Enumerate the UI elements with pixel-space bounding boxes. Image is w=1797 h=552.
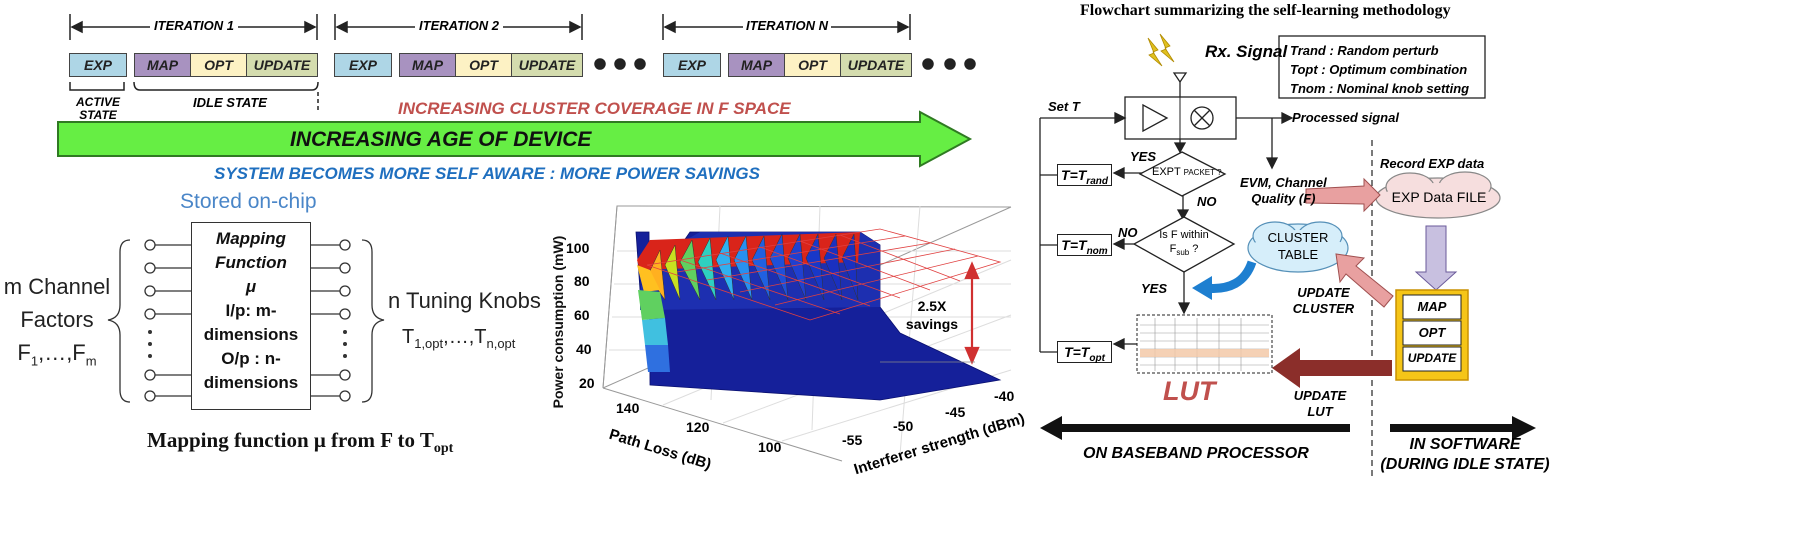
update-block: UPDATE bbox=[246, 53, 318, 77]
idle-state-label: IDLE STATE bbox=[193, 95, 267, 110]
mapping-connectors bbox=[107, 239, 385, 403]
box-line: Function bbox=[215, 253, 287, 272]
map-block: MAP bbox=[728, 53, 785, 77]
opt-block: OPT bbox=[455, 53, 512, 77]
z-tick: 60 bbox=[574, 307, 590, 323]
cluster-table: CLUSTER TABLE bbox=[1267, 230, 1329, 262]
record-exp-label: Record EXP data bbox=[1380, 156, 1485, 171]
z-tick: 20 bbox=[579, 375, 595, 391]
interferer-tick: -55 bbox=[842, 432, 863, 448]
yes-label: YES bbox=[1141, 281, 1168, 296]
opt-block: OPT bbox=[784, 53, 841, 77]
within-decision: Is F within Fsub ? bbox=[1159, 229, 1209, 258]
interferer-tick: -50 bbox=[893, 418, 914, 434]
channel-factors-line: m Channel bbox=[3, 274, 111, 299]
update-lut-label: UPDATE LUT bbox=[1293, 388, 1347, 419]
cluster-coverage-label: INCREASING CLUSTER COVERAGE IN F SPACE bbox=[398, 99, 791, 118]
tuning-knobs-label: n Tuning Knobs bbox=[388, 288, 541, 313]
legend-item: Trand : Random perturb bbox=[1290, 43, 1439, 58]
box-line: dimensions bbox=[203, 373, 299, 392]
lut-label: LUT bbox=[1163, 376, 1216, 406]
exp-block: EXP bbox=[334, 53, 392, 77]
software-label: IN SOFTWARE (DURING IDLE STATE) bbox=[1380, 436, 1550, 473]
box-line: O/p : n- bbox=[221, 349, 281, 368]
timeline-arrows bbox=[57, 14, 976, 168]
yes-label: YES bbox=[1130, 149, 1157, 164]
legend: Trand : Random perturb Topt : Optimum co… bbox=[1290, 41, 1469, 98]
legend-item: Topt : Optimum combination bbox=[1290, 62, 1468, 77]
channel-factors-line: Factors bbox=[20, 307, 94, 332]
tuning-knobs-sub: T1,opt,…,Tn,opt bbox=[402, 326, 516, 351]
set-t-label: Set T bbox=[1048, 99, 1080, 114]
box-line: μ bbox=[245, 277, 257, 296]
sw-map-block: MAP bbox=[1417, 299, 1447, 314]
interferer-tick: -40 bbox=[994, 388, 1015, 404]
z-tick: 80 bbox=[574, 273, 590, 289]
channel-factors-label: m Channel Factors F1,…,Fm bbox=[2, 270, 112, 377]
exp-data-file: EXP Data FILE bbox=[1391, 189, 1487, 205]
channel-factors-line: F1,…,Fm bbox=[17, 340, 97, 369]
path-loss-tick: 140 bbox=[616, 400, 640, 416]
update-block: UPDATE bbox=[511, 53, 583, 77]
path-loss-tick: 100 bbox=[758, 439, 782, 455]
mapping-caption: Mapping function μ from F to Topt bbox=[147, 428, 454, 457]
update-cluster-label: UPDATE CLUSTER bbox=[1292, 285, 1355, 316]
t-opt-box: T=Topt bbox=[1057, 341, 1112, 364]
map-block: MAP bbox=[134, 53, 191, 77]
active-state-label: ACTIVE STATE bbox=[75, 95, 120, 122]
map-block: MAP bbox=[399, 53, 456, 77]
t-nom-box: T=Tnom bbox=[1057, 234, 1112, 257]
legend-item: Tnom : Nominal knob setting bbox=[1290, 81, 1470, 96]
sw-update-block: UPDATE bbox=[1407, 351, 1457, 365]
processed-signal-label: Processed signal bbox=[1292, 110, 1399, 125]
t-rand-box: T=Trand bbox=[1057, 164, 1112, 187]
baseband-label: ON BASEBAND PROCESSOR bbox=[1083, 445, 1309, 462]
iteration-1-label: ITERATION 1 bbox=[154, 18, 234, 33]
path-loss-tick: 120 bbox=[686, 419, 710, 435]
expt-decision: EXPT PACKET ? bbox=[1152, 166, 1222, 178]
box-line: Mapping bbox=[216, 229, 286, 248]
self-aware-label: SYSTEM BECOMES MORE SELF AWARE : MORE PO… bbox=[214, 164, 760, 183]
evm-label: EVM, Channel Quality (F) bbox=[1240, 175, 1327, 206]
no-label: NO bbox=[1197, 194, 1217, 209]
update-block: UPDATE bbox=[840, 53, 912, 77]
iteration-n-label: ITERATION N bbox=[745, 18, 829, 33]
sw-opt-block: OPT bbox=[1418, 325, 1446, 340]
exp-block: EXP bbox=[69, 53, 127, 77]
z-tick: 40 bbox=[576, 341, 592, 357]
no-label: NO bbox=[1118, 225, 1138, 240]
box-line: I/p: m- bbox=[225, 301, 277, 320]
iteration-2-label: ITERATION 2 bbox=[419, 18, 499, 33]
mapping-function-box: Mapping Function μ I/p: m- dimensions O/… bbox=[191, 222, 311, 410]
age-arrow-label: INCREASING AGE OF DEVICE bbox=[290, 128, 592, 151]
stored-on-chip-label: Stored on-chip bbox=[180, 190, 317, 213]
z-tick: 100 bbox=[566, 240, 590, 256]
flowchart-title: Flowchart summarizing the self-learning … bbox=[1080, 2, 1451, 19]
savings-label: 2.5X savings bbox=[905, 298, 959, 332]
interferer-tick: -45 bbox=[945, 404, 966, 420]
box-line: dimensions bbox=[203, 325, 299, 344]
surface-plot-canvas bbox=[602, 205, 1012, 462]
rx-signal-label: Rx. Signal bbox=[1205, 42, 1288, 61]
exp-block: EXP bbox=[663, 53, 721, 77]
